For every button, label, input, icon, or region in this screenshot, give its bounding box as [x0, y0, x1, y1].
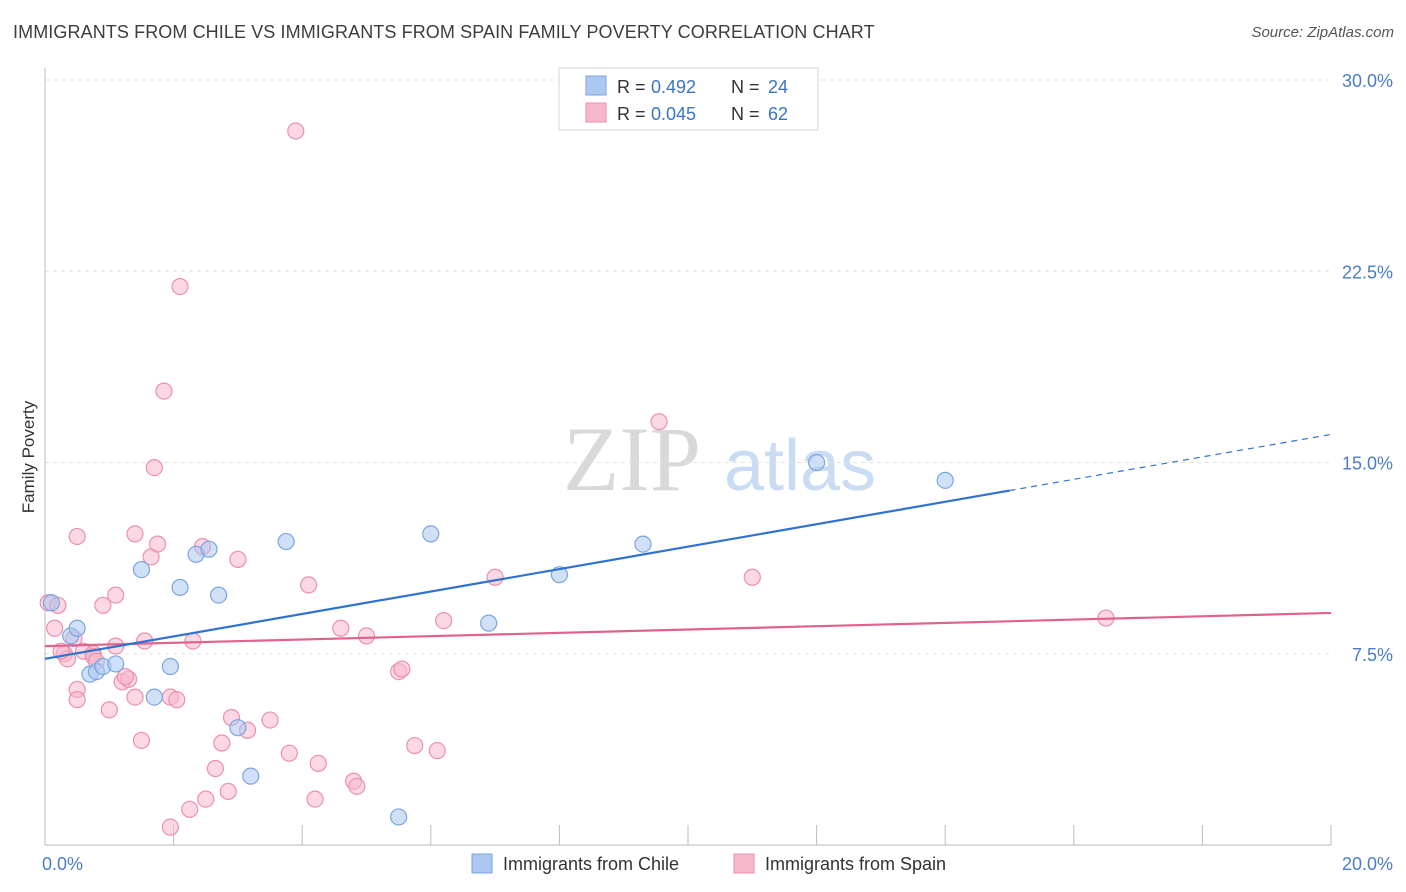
- chart-title: IMMIGRANTS FROM CHILE VS IMMIGRANTS FROM…: [13, 22, 875, 42]
- chile-point: [107, 655, 125, 673]
- chile-points: [42, 453, 954, 826]
- spain-point: [486, 568, 504, 586]
- spain-point: [107, 586, 125, 604]
- spain-point: [126, 525, 144, 543]
- spain-point: [171, 277, 189, 296]
- chile-point: [68, 619, 86, 637]
- y-tick-label: 15.0%: [1342, 454, 1393, 474]
- series-legend: Immigrants from Chile Immigrants from Sp…: [471, 853, 946, 874]
- spain-point: [145, 459, 163, 477]
- chile-point: [390, 808, 408, 826]
- chile-point: [132, 560, 151, 579]
- chile-point: [171, 578, 189, 597]
- spain-point: [280, 744, 298, 762]
- spain-point: [68, 527, 86, 546]
- stats-legend: R = 0.492 N = 24 R = 0.045 N = 62: [558, 67, 819, 131]
- y-tick-labels: 7.5% 15.0% 22.5% 30.0%: [1342, 71, 1393, 665]
- trend-lines: [44, 433, 1332, 660]
- chile-point: [145, 688, 163, 706]
- legend-swatch-chile: [471, 853, 493, 874]
- stats-r-label-spain: R =: [617, 104, 646, 124]
- spain-point: [393, 660, 411, 678]
- chile-trend-extension: [1009, 433, 1332, 492]
- spain-point: [261, 711, 279, 729]
- spain-point: [306, 790, 324, 808]
- chile-point: [161, 657, 179, 676]
- chile-point: [42, 594, 61, 612]
- stats-n-label-spain: N =: [731, 104, 760, 124]
- stats-swatch-chile: [585, 75, 607, 96]
- spain-point: [206, 759, 224, 778]
- x-tick-label-min: 0.0%: [42, 854, 83, 874]
- x-tick-label-max: 20.0%: [1342, 854, 1393, 874]
- watermark-zip: ZIP: [563, 408, 701, 510]
- spain-point: [132, 731, 151, 750]
- stats-n-label-chile: N =: [731, 77, 760, 97]
- spain-point: [287, 122, 305, 140]
- spain-point: [435, 611, 453, 630]
- spain-point: [357, 627, 376, 645]
- spain-point: [184, 632, 202, 650]
- chile-point: [242, 767, 260, 785]
- y-tick-label: 30.0%: [1342, 71, 1393, 91]
- spain-point: [94, 596, 112, 614]
- spain-point: [100, 701, 118, 719]
- watermark-atlas: atlas: [724, 426, 876, 506]
- spain-point: [116, 668, 134, 686]
- x-ticks: [44, 825, 1332, 845]
- legend-label-spain: Immigrants from Spain: [765, 854, 946, 874]
- chile-point: [422, 525, 440, 543]
- spain-point: [197, 790, 215, 808]
- spain-point: [213, 734, 231, 752]
- stats-r-label-chile: R =: [617, 77, 646, 97]
- spain-point: [168, 691, 186, 709]
- spain-point: [428, 742, 446, 760]
- spain-point: [68, 691, 86, 709]
- spain-point: [219, 782, 237, 801]
- legend-label-chile: Immigrants from Chile: [503, 854, 679, 874]
- y-tick-label: 7.5%: [1352, 645, 1393, 665]
- chile-point: [936, 471, 954, 489]
- stats-r-value-chile: 0.492: [651, 77, 696, 97]
- spain-point: [650, 413, 668, 431]
- chile-point: [634, 535, 652, 553]
- spain-point: [406, 736, 424, 755]
- chile-point: [480, 614, 498, 632]
- stats-swatch-spain: [585, 102, 607, 123]
- legend-swatch-spain: [733, 853, 755, 874]
- chile-point: [229, 719, 247, 737]
- spain-point: [348, 777, 366, 795]
- y-tick-label: 22.5%: [1342, 262, 1393, 282]
- spain-point: [300, 576, 318, 594]
- spain-point: [161, 818, 179, 836]
- spain-trend-line: [44, 611, 1332, 648]
- chile-trend-line: [44, 489, 1010, 660]
- spain-point: [155, 382, 173, 400]
- chile-point: [200, 540, 218, 558]
- source-label: Source: ZipAtlas.com: [1251, 24, 1394, 41]
- chile-point: [210, 586, 228, 604]
- chile-point: [277, 532, 295, 551]
- spain-point: [181, 800, 199, 818]
- stats-r-value-spain: 0.045: [651, 104, 696, 124]
- y-axis-label: Family Poverty: [19, 400, 38, 513]
- spain-point: [148, 535, 167, 553]
- spain-point: [229, 550, 247, 569]
- spain-point: [126, 688, 144, 706]
- spain-point: [309, 754, 327, 773]
- spain-point: [46, 619, 64, 637]
- stats-n-value-spain: 62: [768, 104, 788, 124]
- chile-point: [807, 453, 826, 472]
- spain-point: [743, 568, 761, 586]
- stats-n-value-chile: 24: [768, 77, 788, 97]
- spain-point: [332, 619, 350, 637]
